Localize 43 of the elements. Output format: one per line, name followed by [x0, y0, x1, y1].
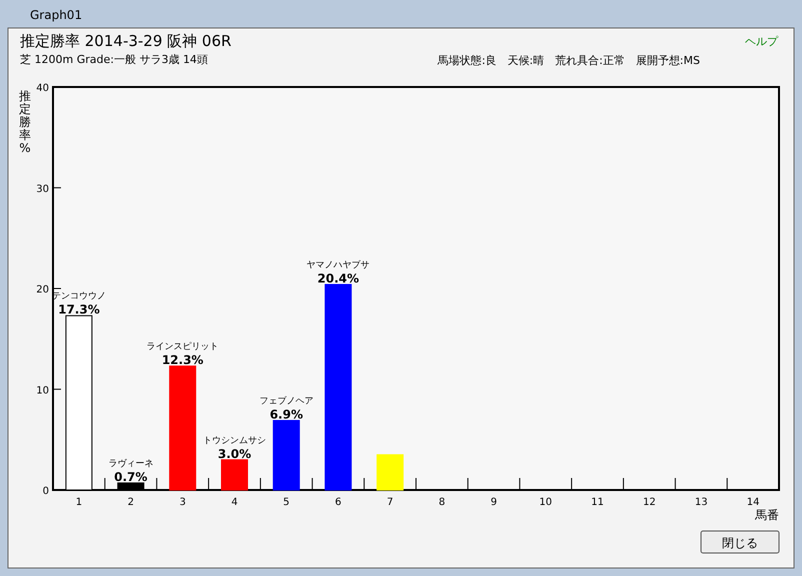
caption: Graph01 [30, 8, 82, 22]
data-label: 12.3% [162, 353, 204, 368]
text: 馬場状態:良 天候:晴 荒れ具合:正常 展開予想:MS [436, 54, 700, 67]
x-tick-label: 10 [539, 497, 552, 508]
bar [376, 454, 404, 490]
x-tick-label: 3 [179, 497, 186, 508]
x-tick-label: 9 [490, 497, 497, 508]
y-tick-label: 0 [42, 486, 49, 497]
data-label: 17.3% [58, 302, 100, 317]
data-label: 20.4% [317, 271, 360, 286]
x-tick-label: 11 [591, 497, 604, 508]
data-label: 0.7% [114, 470, 148, 484]
x-tick-label: 2 [128, 497, 134, 508]
x-tick-label: 14 [746, 497, 760, 508]
annotation: ラインスピリット [146, 341, 219, 352]
bar [169, 366, 196, 490]
bar [324, 284, 352, 490]
x-tick-label: 1 [76, 497, 82, 508]
text: ヘルプ [745, 35, 779, 48]
bar [272, 420, 300, 490]
annotation: ヤマノハヤブサ [306, 259, 370, 270]
y-axis-title: 推定勝率% [19, 89, 31, 155]
annotation: フェブノヘア [259, 395, 314, 406]
x-tick-label: 13 [694, 497, 708, 508]
chart-subtitle: 芝 1200m Grade:一般 サラ3歳 14頭 [20, 53, 208, 66]
x-tick-label: 5 [283, 497, 290, 508]
x-tick-label: 6 [335, 497, 342, 508]
x-tick-label: 12 [642, 497, 656, 508]
y-tick-label: 40 [36, 83, 49, 94]
chart-title: 推定勝率 2014-3-29 阪神 06R [20, 32, 232, 50]
annotation: トウシンムサシ [203, 436, 266, 446]
x-tick-label: 4 [231, 497, 238, 508]
x-tick-label: 8 [438, 497, 446, 508]
x-axis-title: 馬番 [754, 508, 779, 522]
y-tick-label: 10 [36, 385, 49, 396]
y-tick-label: 30 [36, 184, 49, 195]
text: 閉じる [722, 536, 758, 550]
data-label: 3.0% [218, 446, 252, 461]
y-tick-label: 20 [36, 284, 49, 296]
x-tick-label: 7 [386, 497, 394, 508]
data-label: 6.9% [270, 407, 303, 422]
bar [221, 459, 248, 490]
annotation: ラヴィーネ [108, 458, 154, 469]
